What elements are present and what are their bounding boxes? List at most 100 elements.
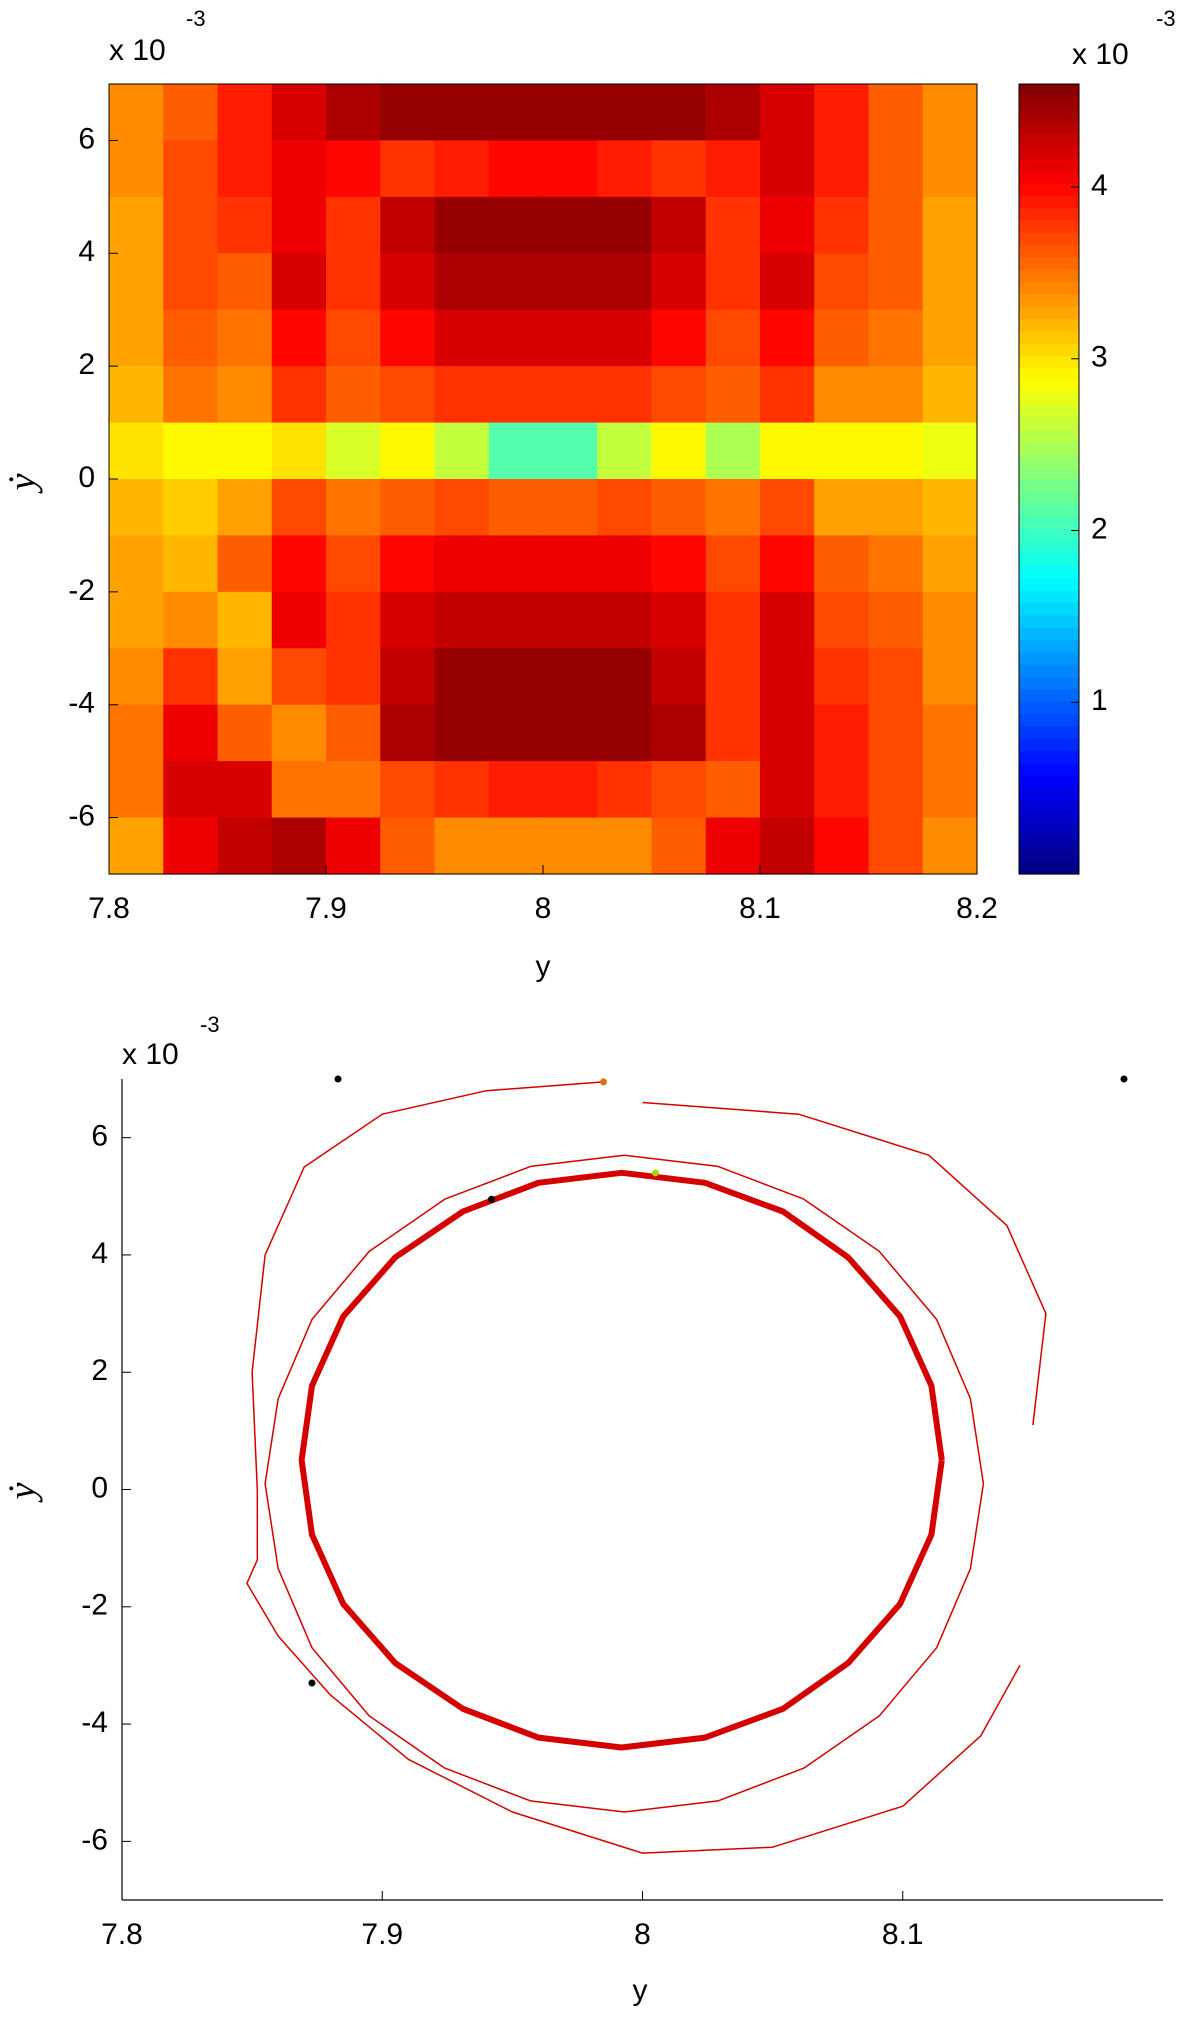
heatmap-cell [326, 196, 381, 254]
heatmap-cell [217, 422, 273, 480]
colorbar-swatch [1019, 441, 1079, 455]
heatmap-cell [109, 761, 164, 819]
heatmap-cell [597, 704, 653, 762]
heatmap-cell [922, 84, 978, 142]
heatmap-cell [380, 761, 436, 819]
colorbar-swatch [1019, 750, 1079, 764]
heatmap-cell [651, 535, 707, 593]
heatmap-cell [597, 366, 653, 424]
heatmap-cell [326, 648, 381, 706]
heatmap-cell [326, 422, 381, 480]
colorbar-swatch [1019, 417, 1079, 431]
heatmap-cell [163, 196, 219, 254]
heatmap-cell [922, 817, 978, 875]
y-multiplier: x 10 [109, 34, 166, 67]
heatmap-cell [109, 84, 164, 142]
x-tick-label: 8 [535, 892, 552, 925]
heatmap-cell [651, 591, 707, 649]
heatmap-cell [163, 704, 219, 762]
heatmap-cell [868, 817, 924, 875]
heatmap-cell [326, 140, 381, 198]
heatmap-cell [543, 422, 598, 480]
heatmap-cell [163, 140, 219, 198]
heatmap-cell [651, 479, 707, 537]
heatmap-cell [488, 253, 544, 311]
heatmap-cell [922, 309, 978, 367]
heatmap-cell [868, 253, 924, 311]
heatmap-cell [326, 309, 381, 367]
heatmap-cell [163, 253, 219, 311]
colorbar-swatch [1019, 269, 1079, 283]
heatmap-cell [814, 422, 870, 480]
y-tick-label: -2 [68, 574, 95, 607]
colorbar-swatch [1019, 219, 1079, 233]
heatmap-cell [109, 309, 164, 367]
y-multiplier: x 10 [122, 1038, 179, 1071]
colorbar-swatch [1019, 491, 1079, 505]
colorbar-swatch [1019, 133, 1079, 147]
x-axis-label: y [536, 950, 551, 983]
y-tick-label: -4 [68, 687, 95, 720]
colorbar-swatch [1019, 849, 1079, 863]
heatmap-cell [814, 366, 870, 424]
heatmap-cell [543, 309, 598, 367]
colorbar-swatch [1019, 404, 1079, 418]
heatmap-cell [705, 479, 761, 537]
heatmap-cell [705, 761, 761, 819]
heatmap-cell [380, 422, 436, 480]
heatmap-cell [651, 366, 707, 424]
heatmap-cell [760, 535, 815, 593]
heatmap-cell [760, 253, 815, 311]
marker-point [334, 1075, 342, 1083]
heatmap-cell [109, 366, 164, 424]
heatmap-cell [814, 479, 870, 537]
x-tick-label: 8.1 [739, 892, 781, 925]
heatmap-cell [217, 817, 273, 875]
heatmap-cell [217, 196, 273, 254]
heatmap-cell [217, 761, 273, 819]
heatmap-cell [597, 140, 653, 198]
heatmap-cell [109, 422, 164, 480]
heatmap-cell [217, 591, 273, 649]
heatmap-cell [271, 817, 327, 875]
heatmap-cell [434, 196, 490, 254]
colorbar-swatch [1019, 367, 1079, 381]
heatmap-cell [597, 817, 653, 875]
colorbar-swatch [1019, 158, 1079, 172]
x-axis-label: y [633, 1974, 648, 2007]
heatmap-cell [434, 761, 490, 819]
heatmap-cell [271, 591, 327, 649]
heatmap-cell [543, 479, 598, 537]
heatmap-cell [814, 84, 870, 142]
heatmap-cell [705, 140, 761, 198]
colorbar-swatch [1019, 182, 1079, 196]
heatmap-cell [488, 196, 544, 254]
heatmap-cell [163, 817, 219, 875]
heatmap-cell [434, 253, 490, 311]
heatmap-cell [705, 591, 761, 649]
heatmap-cell [434, 591, 490, 649]
heatmap-cell [163, 84, 219, 142]
colorbar-swatch [1019, 195, 1079, 209]
heatmap-cell [868, 422, 924, 480]
heatmap-cell [217, 253, 273, 311]
heatmap-cell [868, 479, 924, 537]
colorbar-swatch [1019, 762, 1079, 776]
colorbar-swatch [1019, 577, 1079, 591]
heatmap-cell [217, 366, 273, 424]
marker-point [1120, 1075, 1128, 1083]
heatmap-cell [922, 761, 978, 819]
heatmap-cell [597, 648, 653, 706]
heatmap-cell [814, 140, 870, 198]
heatmap-cell [814, 761, 870, 819]
heatmap-cell [922, 591, 978, 649]
heatmap-cell [814, 817, 870, 875]
heatmap-cell [109, 648, 164, 706]
colorbar-swatch [1019, 651, 1079, 665]
heatmap-cell [488, 704, 544, 762]
heatmap-cell [380, 535, 436, 593]
heatmap-cell [760, 309, 815, 367]
colorbar-swatch [1019, 281, 1079, 295]
heatmap-cell [163, 422, 219, 480]
colorbar-swatch [1019, 380, 1079, 394]
